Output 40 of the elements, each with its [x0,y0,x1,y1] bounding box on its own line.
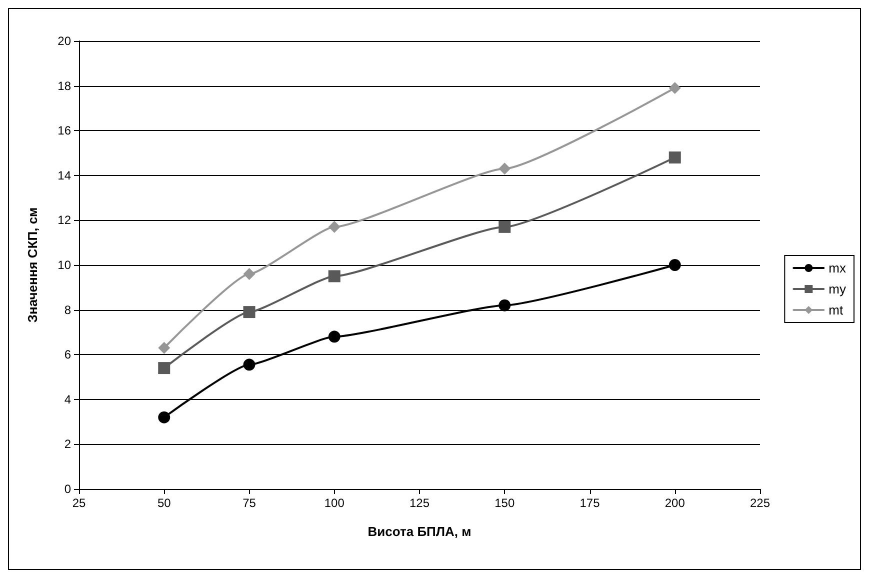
y-tick-label: 2 [64,437,72,452]
point [328,270,340,282]
legend-label: my [828,282,846,296]
x-tick-label: 100 [324,496,345,510]
y-tick-label: 16 [58,124,72,138]
point [243,268,256,280]
y-axis-title: Значення СКП, см [25,207,40,323]
y-tick-label: 10 [58,258,72,272]
point [498,162,511,175]
y-tick-label: 14 [58,168,72,182]
legend-label: mx [828,260,846,276]
legend-label: mt [828,302,844,318]
point [668,151,681,164]
x-tick-label: 225 [750,496,770,510]
point [158,362,170,374]
y-tick-label: 18 [58,78,72,93]
x-axis-title: Висота БПЛА, м [368,524,472,539]
x-tick-label: 50 [157,496,172,510]
y-tick-label: 6 [64,348,72,362]
y-tick-label: 8 [64,302,72,317]
y-tick-label: 20 [58,34,72,48]
point [498,299,511,312]
y-tick-label: 0 [64,482,72,496]
point [498,220,511,233]
x-tick-label: 175 [580,496,600,510]
point [243,358,256,371]
x-tick-label: 200 [664,496,686,510]
point [243,306,256,318]
point [668,259,681,271]
point [668,82,681,94]
y-tick-label: 4 [64,392,72,406]
x-tick-label: 150 [494,496,515,510]
point [328,220,340,233]
x-tick-label: 75 [242,496,256,510]
point [158,411,170,424]
point [328,330,340,343]
point [158,342,170,354]
y-tick-label: 12 [58,213,72,228]
x-tick-label: 25 [72,496,86,510]
x-tick-label: 125 [409,496,430,510]
